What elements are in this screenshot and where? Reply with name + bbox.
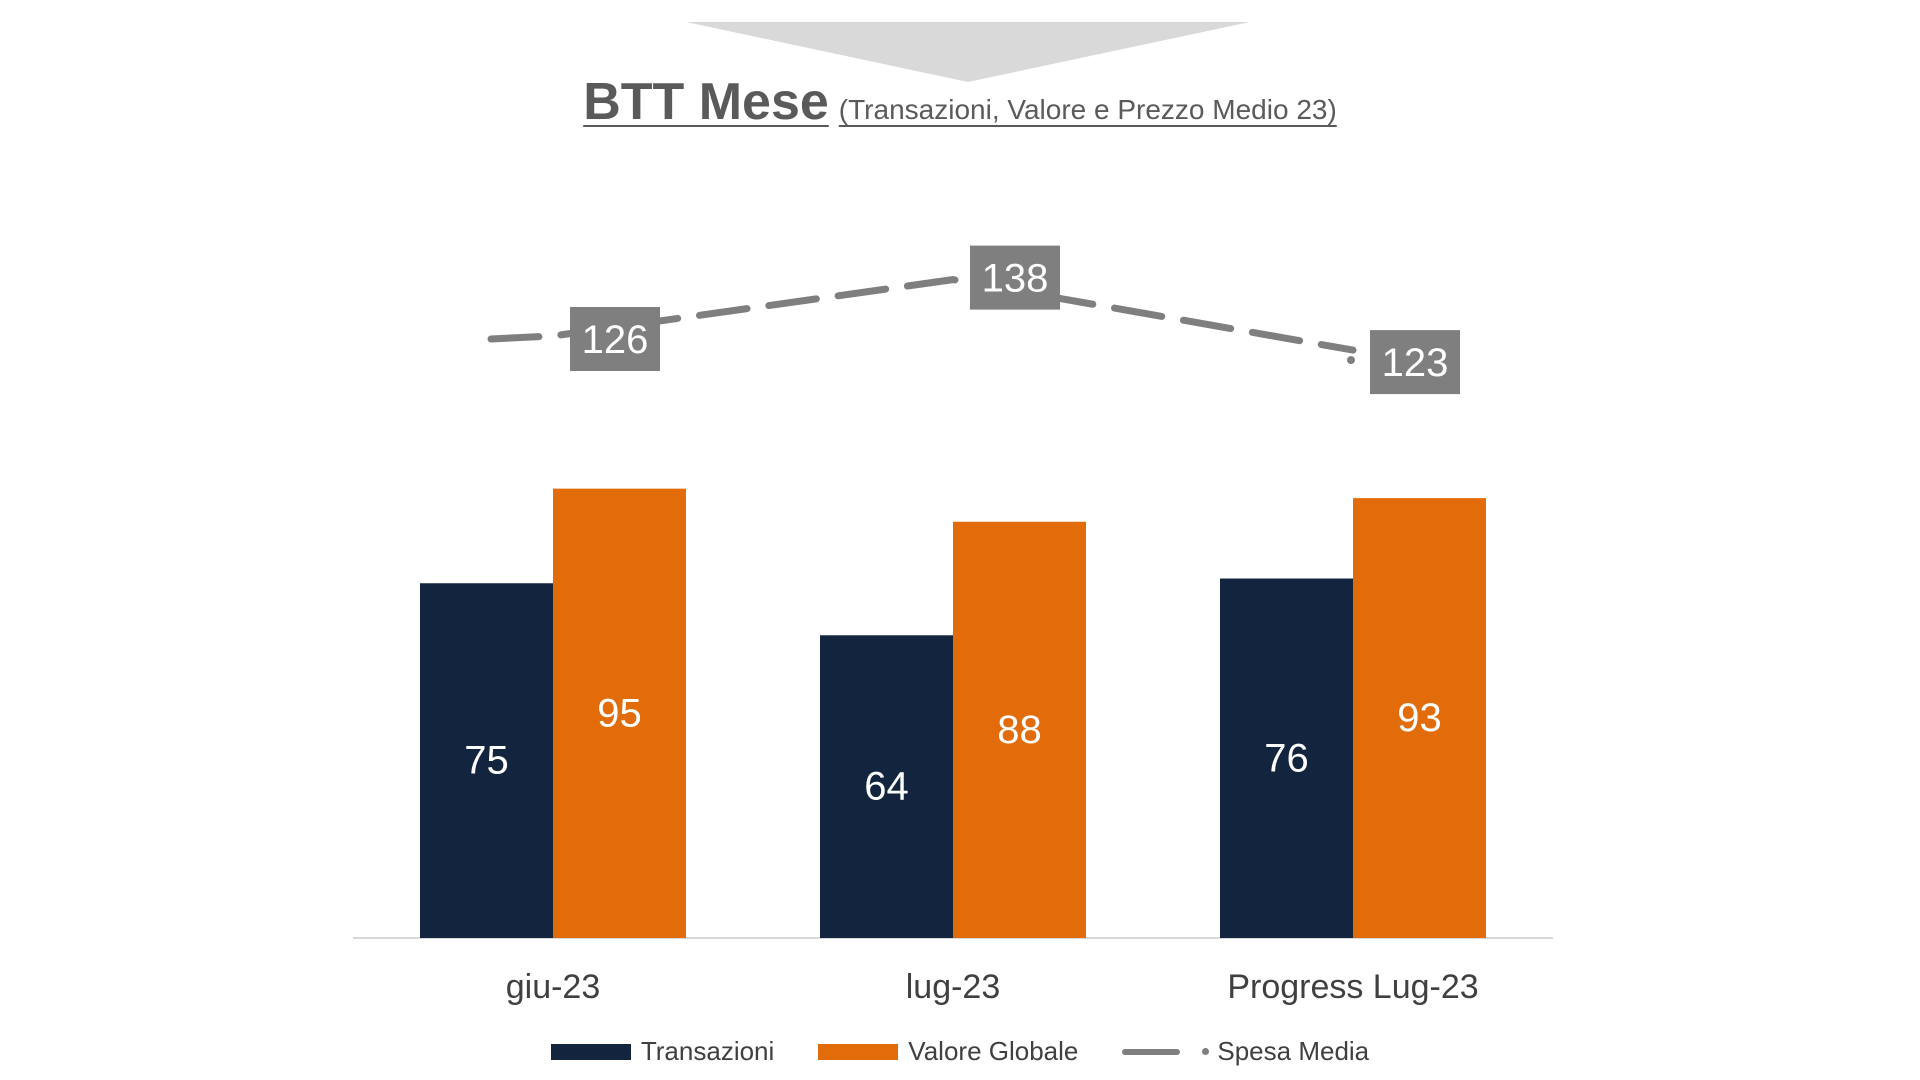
chart-title-wrap: BTT Mese (Transazioni, Valore e Prezzo Me…: [0, 72, 1920, 132]
plot-layer: 75 95 giu-23 64 88 lug-23 76 93 Progress Lug-23 1…: [353, 245, 1553, 1006]
chart-title-block: BTT Mese (Transazioni, Valore e Prezzo Me…: [583, 72, 1337, 132]
bar-transazioni-lug-23: [820, 635, 953, 938]
legend-item-spesa-media: Spesa Media: [1122, 1036, 1369, 1067]
legend-dash-spesa-media: [1122, 1048, 1181, 1055]
legend-item-transazioni: Transazioni: [550, 1036, 775, 1067]
header-arrow: [686, 22, 1250, 82]
legend-label-valore-globale: Valore Globale: [908, 1036, 1079, 1066]
chart-subtitle: (Transazioni, Valore e Prezzo Medio 23): [838, 94, 1337, 125]
chart-title: BTT Mese: [583, 73, 829, 131]
bar-valore-globale-progress-lug-23: [1353, 498, 1486, 938]
line-label-spesa-media-progress-lug-23: 123: [1382, 341, 1449, 385]
line-label-spesa-media-lug-23: 138: [982, 257, 1049, 301]
bar-valore-globale-giu-23: [553, 488, 686, 938]
legend-swatch-transazioni: [550, 1043, 631, 1060]
line-point-spesa-media-end: [1347, 356, 1355, 365]
line-label-box-spesa-media-giu-23: [570, 307, 660, 371]
bar-label-transazioni-progress-lug-23: 76: [1264, 736, 1309, 780]
bar-label-transazioni-lug-23: 64: [864, 765, 909, 809]
line-label-box-spesa-media-lug-23: [970, 245, 1060, 310]
bar-label-valore-globale-giu-23: 95: [597, 691, 642, 735]
bar-label-valore-globale-progress-lug-23: 93: [1397, 696, 1442, 740]
legend-swatch-valore-globale: [818, 1043, 899, 1060]
line-spesa-media: [487, 276, 1357, 354]
x-tick-label-giu-23: giu-23: [506, 968, 601, 1006]
legend-label-transazioni: Transazioni: [640, 1036, 775, 1066]
legend-dot-spesa-media: [1202, 1048, 1210, 1055]
bar-valore-globale-lug-23: [953, 521, 1086, 938]
bar-transazioni-progress-lug-23: [1220, 578, 1353, 938]
x-tick-label-lug-23: lug-23: [906, 968, 1001, 1006]
bar-transazioni-giu-23: [420, 583, 553, 938]
legend-label-spesa-media: Spesa Media: [1217, 1036, 1370, 1066]
x-tick-label-progress-lug-23: Progress Lug-23: [1227, 968, 1478, 1006]
line-label-box-spesa-media-progress-lug-23: [1370, 330, 1460, 395]
line-label-spesa-media-giu-23: 126: [582, 318, 649, 362]
bar-label-valore-globale-lug-23: 88: [997, 708, 1042, 752]
bar-label-transazioni-giu-23: 75: [464, 739, 509, 783]
legend-item-valore-globale: Valore Globale: [818, 1036, 1078, 1067]
legend: Transazioni Valore Globale Spesa Media: [0, 1036, 1920, 1067]
